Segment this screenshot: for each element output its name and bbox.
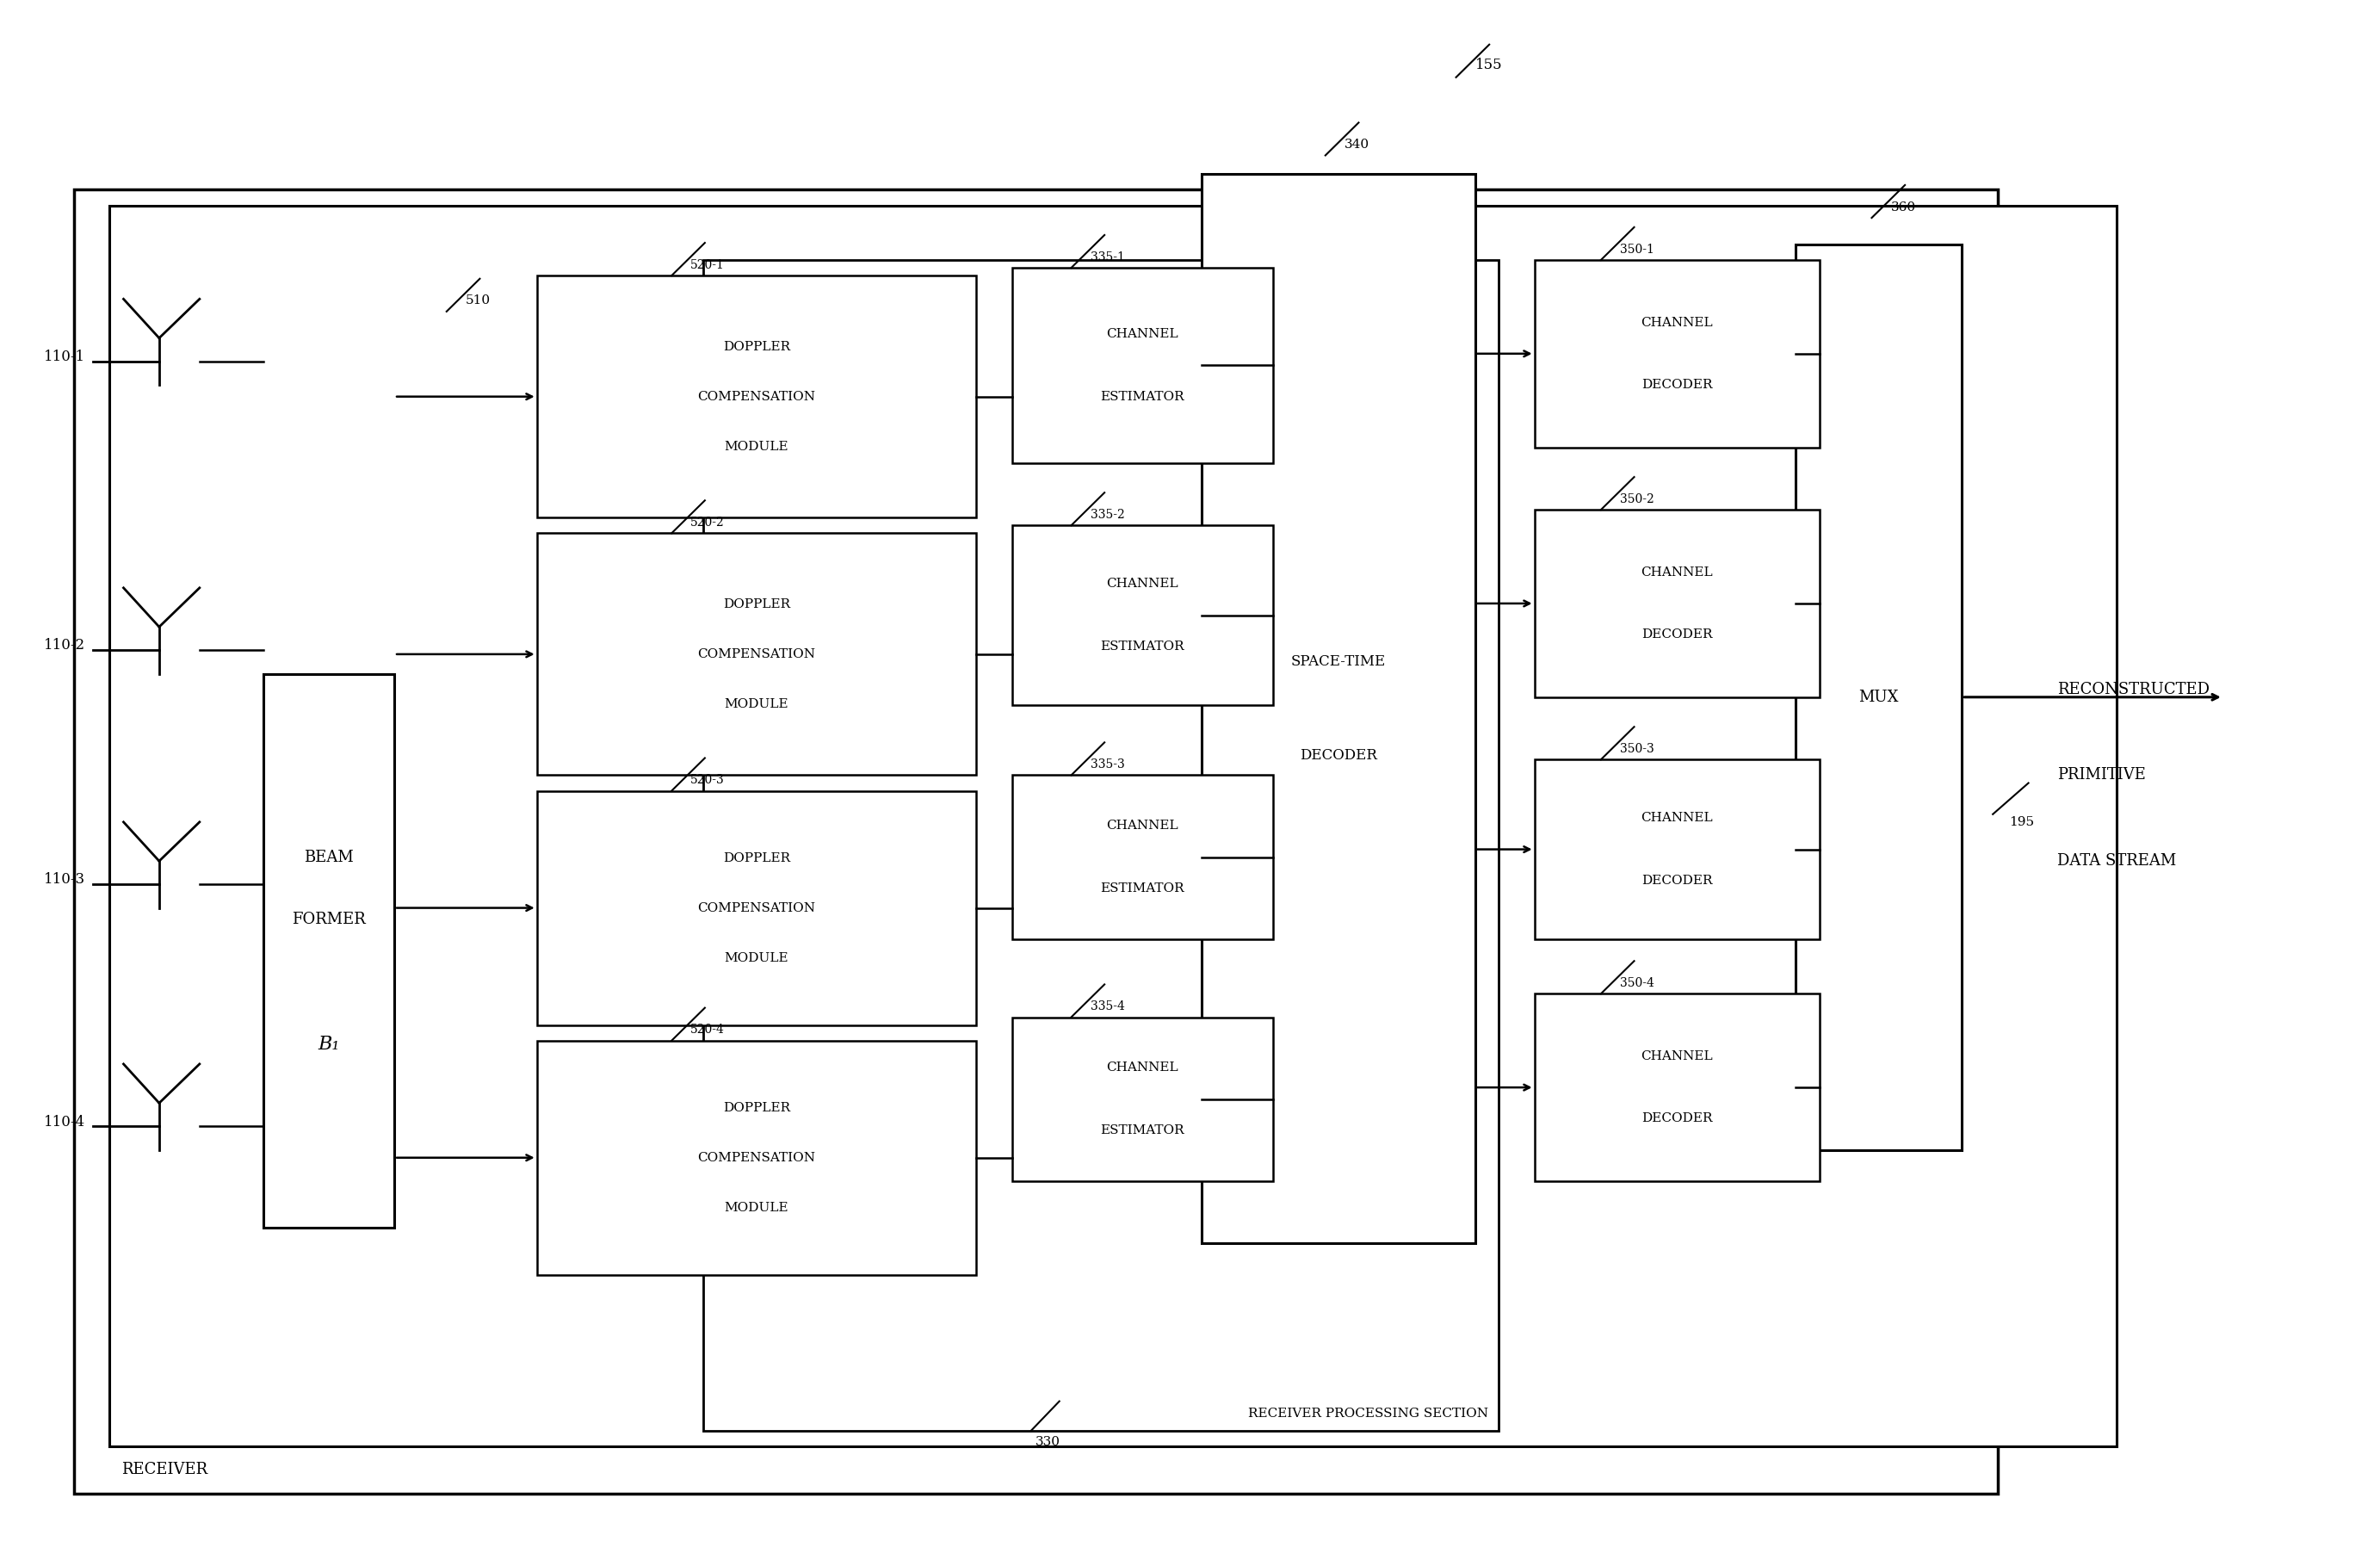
Text: 335-3: 335-3	[1090, 758, 1123, 770]
Text: DECODER: DECODER	[1642, 379, 1714, 392]
Text: CHANNEL: CHANNEL	[1107, 578, 1178, 590]
Text: 350-3: 350-3	[1621, 742, 1654, 755]
Bar	[1535, 760, 1818, 940]
Text: MUX: MUX	[1859, 689, 1899, 705]
Text: RECEIVER PROCESSING SECTION: RECEIVER PROCESSING SECTION	[1247, 1408, 1488, 1420]
Text: 360: 360	[1890, 200, 1916, 213]
Text: 195: 195	[2009, 816, 2035, 828]
Text: RECONSTRUCTED: RECONSTRUCTED	[2056, 681, 2209, 697]
Text: 350-4: 350-4	[1621, 977, 1654, 990]
Text: CHANNEL: CHANNEL	[1640, 567, 1714, 578]
Text: 335-2: 335-2	[1090, 509, 1123, 521]
Bar	[1012, 775, 1273, 940]
Text: B₁: B₁	[319, 1035, 340, 1054]
Text: 155: 155	[1476, 58, 1502, 72]
Text: DECODER: DECODER	[1299, 749, 1378, 763]
Text: 520-4: 520-4	[690, 1024, 726, 1037]
Text: 335-4: 335-4	[1090, 1001, 1126, 1013]
Text: FORMER: FORMER	[293, 911, 367, 927]
Text: ESTIMATOR: ESTIMATOR	[1100, 1124, 1185, 1137]
Text: MODULE: MODULE	[724, 698, 788, 711]
Bar	[1535, 994, 1818, 1181]
Bar	[1202, 174, 1476, 1243]
Bar	[264, 673, 395, 1228]
Text: COMPENSATION: COMPENSATION	[697, 902, 816, 915]
Text: CHANNEL: CHANNEL	[1107, 821, 1178, 832]
Text: DOPPLER: DOPPLER	[724, 341, 790, 352]
Text: CHANNEL: CHANNEL	[1107, 1062, 1178, 1074]
Bar	[1535, 260, 1818, 448]
Text: 520-3: 520-3	[690, 774, 726, 786]
Text: 520-2: 520-2	[690, 517, 726, 528]
Text: CHANNEL: CHANNEL	[1640, 813, 1714, 824]
Bar	[74, 189, 1997, 1494]
Text: DECODER: DECODER	[1642, 628, 1714, 640]
Text: DOPPLER: DOPPLER	[724, 852, 790, 864]
Text: ESTIMATOR: ESTIMATOR	[1100, 390, 1185, 402]
Text: 340: 340	[1345, 139, 1368, 150]
Text: 510: 510	[466, 294, 490, 307]
Text: ESTIMATOR: ESTIMATOR	[1100, 640, 1185, 653]
Bar	[538, 532, 976, 775]
Bar	[538, 791, 976, 1026]
Bar	[538, 276, 976, 518]
Bar	[538, 1040, 976, 1275]
Bar	[109, 205, 2116, 1447]
Text: 110-2: 110-2	[45, 639, 86, 653]
Text: MODULE: MODULE	[724, 1201, 788, 1214]
Text: 330: 330	[1035, 1436, 1059, 1447]
Text: 350-2: 350-2	[1621, 493, 1654, 506]
Text: COMPENSATION: COMPENSATION	[697, 1151, 816, 1164]
Text: DOPPLER: DOPPLER	[724, 598, 790, 611]
Text: SPACE-TIME: SPACE-TIME	[1290, 655, 1385, 669]
Text: CHANNEL: CHANNEL	[1640, 316, 1714, 329]
Text: 110-3: 110-3	[45, 872, 86, 886]
Text: 110-1: 110-1	[45, 349, 86, 365]
Text: 520-1: 520-1	[690, 258, 726, 271]
Text: ESTIMATOR: ESTIMATOR	[1100, 882, 1185, 894]
Text: DECODER: DECODER	[1642, 1112, 1714, 1124]
Text: CHANNEL: CHANNEL	[1640, 1051, 1714, 1062]
Text: 350-1: 350-1	[1621, 243, 1654, 255]
Text: BEAM: BEAM	[305, 849, 355, 864]
Text: 335-1: 335-1	[1090, 251, 1126, 263]
Text: COMPENSATION: COMPENSATION	[697, 390, 816, 402]
Text: COMPENSATION: COMPENSATION	[697, 648, 816, 661]
Text: PRIMITIVE: PRIMITIVE	[2056, 767, 2144, 783]
Text: MODULE: MODULE	[724, 440, 788, 453]
Text: RECEIVER: RECEIVER	[121, 1463, 207, 1478]
Text: 110-4: 110-4	[45, 1115, 86, 1129]
Bar	[1795, 244, 1961, 1149]
Bar	[1535, 511, 1818, 697]
Bar	[702, 260, 1499, 1431]
Text: DECODER: DECODER	[1642, 874, 1714, 886]
Bar	[1012, 1018, 1273, 1181]
Text: DATA STREAM: DATA STREAM	[2056, 853, 2175, 869]
Text: MODULE: MODULE	[724, 952, 788, 965]
Text: DOPPLER: DOPPLER	[724, 1102, 790, 1113]
Text: CHANNEL: CHANNEL	[1107, 329, 1178, 340]
Bar	[1012, 268, 1273, 464]
Bar	[1012, 526, 1273, 705]
